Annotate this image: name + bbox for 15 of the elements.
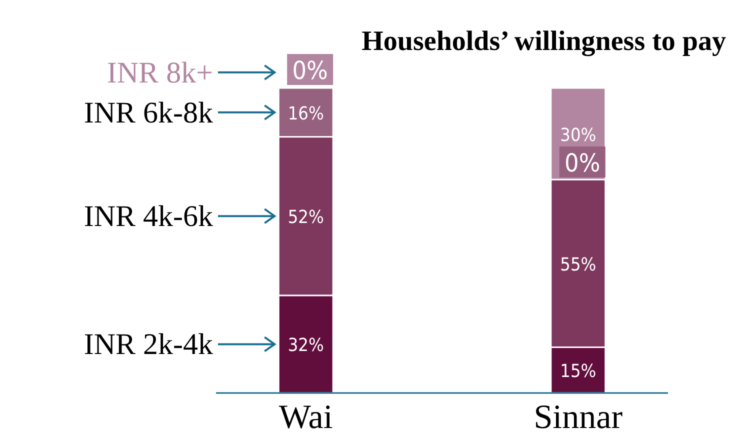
x-tick-label: Wai: [278, 399, 333, 436]
chart-title: Households’ willingness to pay: [362, 26, 726, 57]
data-label: 55%: [560, 254, 596, 276]
text: INR 2k-4k: [84, 328, 213, 362]
data-label: 15%: [560, 361, 596, 382]
data-label: 32%: [288, 335, 324, 356]
text: INR 6k-8k: [84, 96, 213, 130]
data-label: 52%: [288, 207, 324, 228]
data-label: 30%: [560, 124, 596, 146]
x-tick-label: Sinnar: [534, 399, 624, 436]
data-label: 0%: [292, 56, 328, 85]
data-label: 0%: [564, 148, 600, 178]
text: INR 4k-6k: [84, 200, 213, 234]
data-label: 16%: [288, 103, 324, 124]
text: INR 8k+: [106, 56, 213, 90]
